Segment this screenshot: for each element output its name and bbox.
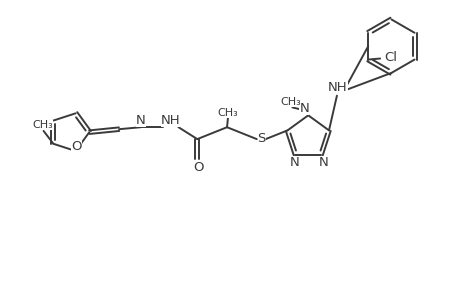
Text: CH₃: CH₃: [280, 98, 300, 107]
Text: N: N: [299, 102, 308, 115]
Text: NH: NH: [327, 81, 347, 94]
Text: O: O: [193, 161, 203, 174]
Text: N: N: [289, 156, 299, 169]
Text: NH: NH: [160, 114, 180, 127]
Text: CH₃: CH₃: [32, 120, 53, 130]
Text: CH₃: CH₃: [217, 108, 238, 118]
Text: Cl: Cl: [383, 51, 396, 64]
Text: N: N: [136, 114, 146, 127]
Text: S: S: [257, 132, 265, 145]
Text: O: O: [71, 140, 82, 153]
Text: N: N: [319, 156, 328, 169]
